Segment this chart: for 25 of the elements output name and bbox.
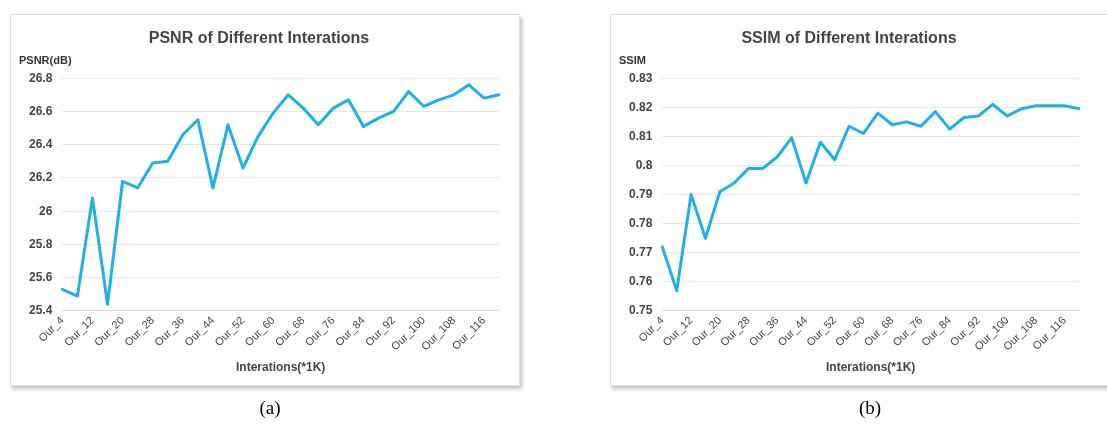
- y-tick-label: 0.78: [629, 216, 653, 231]
- y-tick-label: 0.79: [629, 186, 653, 201]
- y-tick-label: 0.75: [629, 303, 653, 318]
- x-axis-title: Interations(*1K): [826, 360, 916, 375]
- y-axis-title: PSNR(dB): [19, 53, 72, 66]
- x-axis-title: Interations(*1K): [236, 360, 326, 375]
- y-tick-label: 26.4: [29, 137, 53, 152]
- y-tick-label: 26.8: [29, 70, 53, 85]
- chart-title: SSIM of Different Interations: [741, 29, 957, 47]
- y-axis-title: SSIM: [619, 53, 646, 66]
- y-tick-label: 25.4: [29, 303, 53, 318]
- chart-title: PSNR of Different Interations: [148, 29, 370, 47]
- y-tick-label: 0.83: [629, 70, 653, 85]
- y-tick-label: 0.76: [629, 274, 653, 289]
- y-tick-label: 0.81: [629, 128, 653, 143]
- y-tick-label: 26.6: [29, 103, 53, 118]
- y-tick-label: 0.8: [635, 157, 653, 172]
- y-tick-label: 25.6: [29, 270, 53, 285]
- y-tick-label: 26: [39, 203, 53, 218]
- y-tick-label: 25.8: [29, 236, 53, 251]
- y-tick-label: 0.82: [629, 99, 653, 114]
- text: (a): [258, 397, 282, 419]
- y-tick-label: 0.77: [629, 245, 653, 260]
- y-tick-label: 26.2: [29, 170, 53, 185]
- text: (b): [857, 397, 883, 419]
